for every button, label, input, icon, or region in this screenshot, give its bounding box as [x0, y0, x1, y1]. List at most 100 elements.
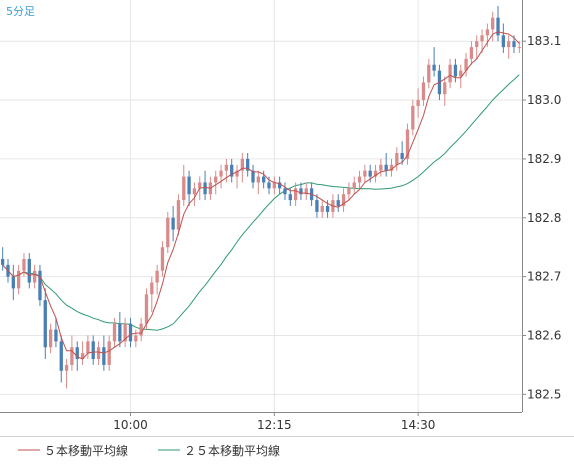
candle-body	[176, 200, 181, 230]
candle-body	[405, 129, 410, 159]
candle-body	[389, 164, 394, 171]
candle-body	[27, 258, 31, 283]
candle-body	[272, 182, 276, 189]
candle-body	[288, 194, 292, 201]
candle-body	[315, 200, 319, 212]
y-tick-label: 182.8	[527, 211, 561, 225]
legend: ５本移動平均線 ２５本移動平均線	[18, 443, 280, 458]
candle-body	[38, 270, 42, 301]
candle-body	[379, 164, 383, 171]
candle-body	[373, 170, 378, 177]
candle-body	[75, 347, 79, 360]
x-tick-label: 14:30	[401, 418, 436, 432]
candle-body	[469, 47, 474, 59]
legend-ma5-label: ５本移動平均線	[44, 443, 128, 458]
candle-body	[517, 47, 521, 49]
candle-body	[507, 41, 511, 48]
candle-body	[96, 347, 101, 360]
candle-body	[144, 294, 149, 324]
candle-body	[453, 64, 458, 77]
candle-body	[325, 206, 330, 212]
candle-body	[368, 170, 372, 177]
candle-body	[262, 176, 266, 183]
candle-body	[480, 35, 484, 42]
candle-body	[64, 364, 69, 371]
candle-body	[235, 170, 239, 177]
candle-body	[59, 341, 63, 371]
candle-body	[357, 176, 362, 183]
y-tick-label: 182.5	[527, 387, 561, 401]
candle-body	[464, 58, 468, 71]
candle-body	[304, 188, 308, 195]
plot-frame	[0, 0, 574, 437]
candle-body	[54, 329, 58, 342]
candle-body	[496, 17, 500, 36]
ma25-line	[2, 74, 520, 331]
y-tick-labels: 182.5 182.6 182.7 182.8 182.9 183.0 183.1	[522, 34, 561, 401]
ma25-line-group	[2, 74, 520, 331]
y-tick-label: 183.1	[527, 34, 561, 48]
ma5-line	[2, 31, 520, 360]
candle-body	[160, 247, 165, 271]
y-tick-label: 182.7	[527, 270, 561, 284]
candle-body	[224, 164, 229, 171]
y-tick-label: 182.6	[527, 328, 561, 342]
candle-body	[32, 270, 37, 283]
candle-body	[256, 176, 260, 183]
candle-body	[128, 323, 133, 342]
candle-body	[240, 158, 245, 171]
candle-body	[421, 82, 426, 101]
y-tick-label: 182.9	[527, 152, 561, 166]
candle-body	[182, 176, 186, 201]
candle-body	[427, 64, 431, 83]
candle-body	[395, 153, 399, 165]
candle-body	[1, 258, 5, 265]
candle-body	[459, 70, 463, 77]
candle-body	[214, 176, 218, 183]
candle-body	[80, 353, 85, 360]
candle-body	[123, 323, 127, 342]
candle-body	[139, 323, 143, 336]
candle-body	[171, 217, 175, 230]
candle-body	[443, 82, 447, 95]
grid-lines	[0, 0, 522, 412]
candle-body	[501, 35, 506, 48]
candle-body	[91, 341, 95, 360]
candle-body	[166, 217, 170, 248]
y-tick-label: 183.0	[527, 93, 561, 107]
candle-body	[320, 206, 324, 212]
candle-body	[341, 194, 346, 206]
candle-body	[491, 17, 495, 30]
candle-body	[86, 341, 90, 354]
candle-body	[107, 341, 111, 365]
candle-body	[16, 270, 21, 289]
x-tick-label: 12:15	[257, 418, 292, 432]
candle-body	[411, 105, 415, 130]
candle-body	[11, 276, 15, 289]
candle-body	[475, 41, 479, 48]
candle-body	[22, 258, 26, 271]
candle-body	[283, 188, 287, 195]
timeframe-label: 5分足	[6, 5, 35, 18]
candle-body	[192, 188, 197, 195]
candle-body	[432, 64, 436, 71]
candle-body	[102, 347, 106, 365]
candle-body	[112, 323, 117, 342]
candle-body	[299, 188, 303, 195]
legend-ma25-label: ２５本移動平均線	[184, 443, 280, 458]
x-tick-label: 10:00	[113, 418, 148, 432]
candle-body	[293, 188, 298, 201]
candle-body	[155, 270, 159, 283]
candle-body	[43, 300, 47, 348]
candle-body	[198, 182, 202, 189]
candle-body	[352, 182, 356, 189]
candle-body	[400, 153, 404, 159]
candle-body	[512, 41, 516, 48]
candle-body	[277, 182, 282, 189]
candle-body	[448, 64, 452, 83]
candle-body	[347, 188, 351, 195]
candle-body	[70, 347, 74, 365]
